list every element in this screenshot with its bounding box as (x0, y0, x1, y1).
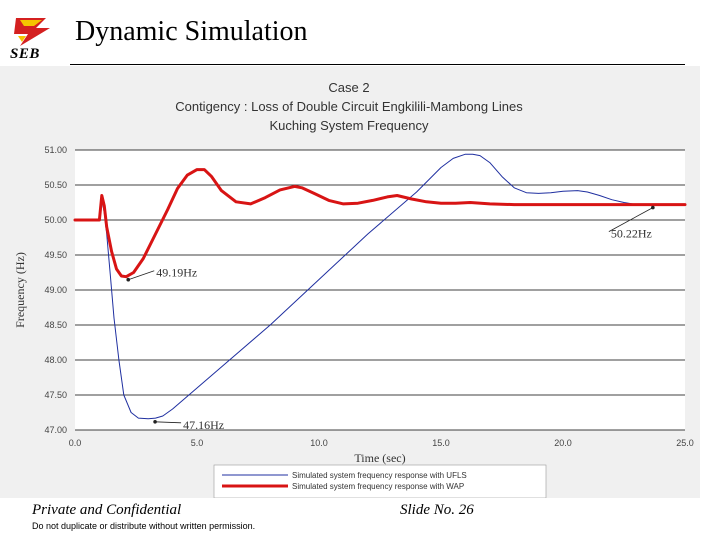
chart-legend: Simulated system frequency response with… (213, 464, 547, 498)
annotation-dot (126, 277, 131, 282)
annotation-label: 49.19Hz (156, 266, 197, 280)
annotation-dot (651, 205, 655, 210)
legend-label-wap: Simulated system frequency response with… (292, 482, 464, 491)
chart-subtitle: Contigency : Loss of Double Circuit Engk… (175, 99, 523, 114)
annotation-pointer (128, 270, 155, 281)
y-tick-label: 50.50 (44, 180, 67, 190)
series-line-wap (73, 168, 687, 279)
footer-confidential: Private and Confidential (32, 502, 182, 518)
seb-logo-icon (14, 18, 50, 46)
logo-text: SEB (10, 46, 40, 62)
y-tick-label: 48.00 (44, 355, 67, 365)
x-tick-label: 5.0 (191, 438, 204, 448)
x-tick-label: 15.0 (432, 438, 450, 448)
annotation-pointer (608, 207, 654, 232)
y-tick-label: 49.50 (44, 250, 67, 260)
frequency-chart: Case 2 Contigency : Loss of Double Circu… (13, 80, 694, 498)
y-tick-label: 49.00 (44, 285, 67, 295)
annotation-label: 50.22Hz (611, 227, 652, 241)
y-tick-label: 48.50 (44, 320, 67, 330)
y-axis-label: Frequency (Hz) (13, 252, 27, 328)
slide-title: Dynamic Simulation (75, 16, 308, 47)
annotation-label: 47.16Hz (183, 418, 224, 432)
footer-note: Do not duplicate or distribute without w… (32, 521, 256, 531)
x-tick-label: 10.0 (310, 438, 328, 448)
y-tick-label: 47.50 (44, 390, 67, 400)
series-line-ufls (74, 153, 686, 420)
annotation-dot (153, 420, 157, 424)
x-tick-label: 20.0 (554, 438, 572, 448)
x-tick-label: 25.0 (676, 438, 694, 448)
x-tick-label: 0.0 (69, 438, 82, 448)
y-tick-label: 50.00 (44, 215, 67, 225)
legend-label-ufls: Simulated system frequency response with… (292, 471, 467, 480)
slide-number: Slide No. 26 (400, 502, 474, 518)
title-divider (70, 64, 685, 65)
y-tick-label: 47.00 (44, 425, 67, 435)
annotation-pointer (155, 421, 182, 424)
chart-title: Case 2 (328, 80, 369, 95)
y-tick-label: 51.00 (44, 145, 67, 155)
chart-subtitle-2: Kuching System Frequency (270, 118, 429, 133)
x-axis-label: Time (sec) (354, 451, 405, 465)
